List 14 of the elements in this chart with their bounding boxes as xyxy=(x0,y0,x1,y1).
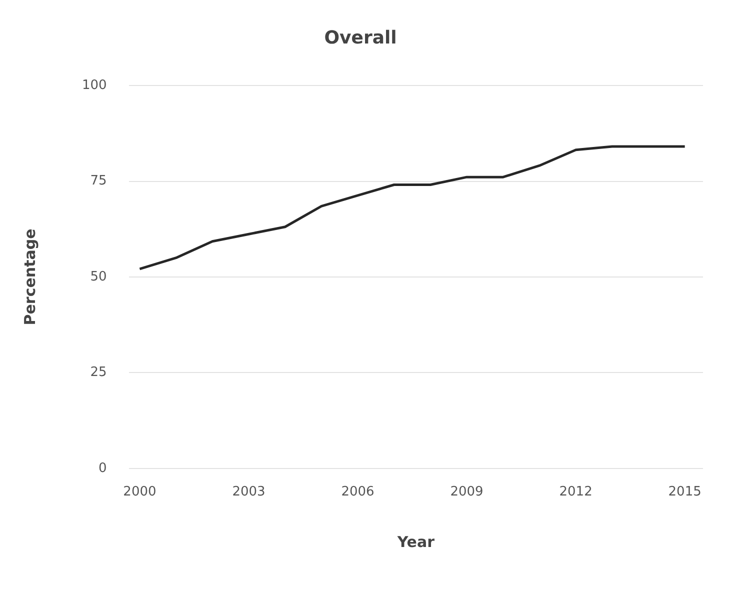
y-tick-label: 0 xyxy=(98,460,107,476)
x-tick-label: 2009 xyxy=(450,484,484,500)
x-tick-label: 2000 xyxy=(123,484,156,500)
x-axis-title: Year xyxy=(396,532,436,551)
x-tick-label: 2012 xyxy=(559,484,592,500)
x-tick-label: 2006 xyxy=(341,484,374,500)
x-tick-label: 2003 xyxy=(232,484,266,500)
y-tick-label: 50 xyxy=(90,269,107,284)
chart-title: Overall xyxy=(324,27,397,48)
x-tick-label: 2015 xyxy=(668,484,702,500)
y-tick-label: 75 xyxy=(90,174,107,189)
y-tick-label: 100 xyxy=(82,78,107,93)
y-tick-label: 25 xyxy=(90,365,107,380)
y-axis-title: Percentage xyxy=(20,228,39,326)
